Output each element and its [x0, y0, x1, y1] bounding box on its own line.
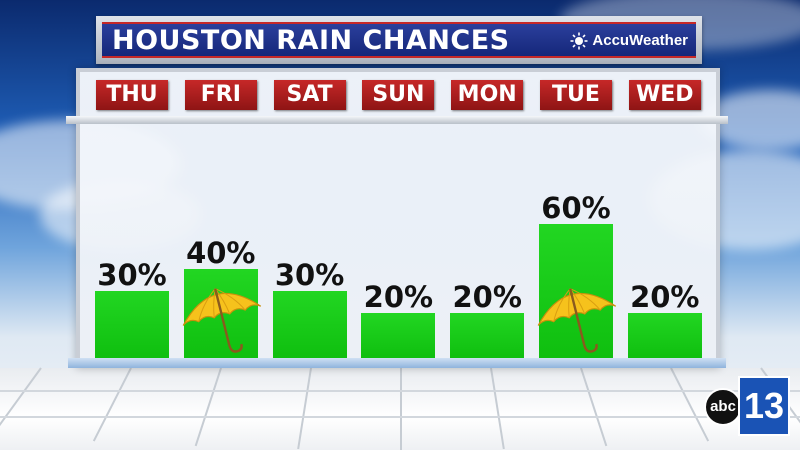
- day-label-sun: SUN: [362, 80, 435, 110]
- bar-sun: [361, 313, 436, 358]
- rain-chance-label-fri: 40%: [186, 235, 256, 270]
- rain-chance-label-sun: 20%: [363, 280, 434, 315]
- title-bar: HOUSTON RAIN CHANCES AccuWeather: [96, 16, 702, 64]
- day-label-tue: TUE: [540, 80, 612, 110]
- umbrella-icon: [537, 288, 617, 353]
- bar-sat: [272, 291, 347, 358]
- accuweather-brand: AccuWeather: [570, 32, 688, 50]
- day-shelf: [66, 116, 728, 124]
- channel-13-logo: 13: [738, 376, 790, 436]
- day-label-wed: WED: [628, 80, 701, 110]
- day-label-sat: SAT: [273, 80, 346, 110]
- abc-logo: abc: [704, 388, 742, 426]
- floor-background: [0, 367, 800, 450]
- rain-chance-label-sat: 30%: [274, 258, 345, 293]
- bar-wed: [627, 313, 702, 358]
- page-title: HOUSTON RAIN CHANCES: [112, 25, 510, 56]
- chart-base: [68, 358, 726, 368]
- bar-mon: [450, 313, 525, 358]
- bar-thu: [95, 291, 169, 358]
- rain-chance-label-tue: 60%: [541, 191, 611, 226]
- rain-chance-label-thu: 30%: [97, 258, 167, 293]
- day-label-thu: THU: [96, 80, 168, 110]
- rain-chance-label-mon: 20%: [452, 280, 522, 315]
- brand-label: AccuWeather: [592, 32, 688, 49]
- rain-chance-label-wed: 20%: [630, 280, 700, 315]
- umbrella-icon: [182, 288, 261, 353]
- day-label-fri: FRI: [184, 80, 257, 110]
- day-label-mon: MON: [451, 80, 524, 110]
- sun-icon: [570, 32, 588, 50]
- station-logo: abc 13: [704, 376, 790, 436]
